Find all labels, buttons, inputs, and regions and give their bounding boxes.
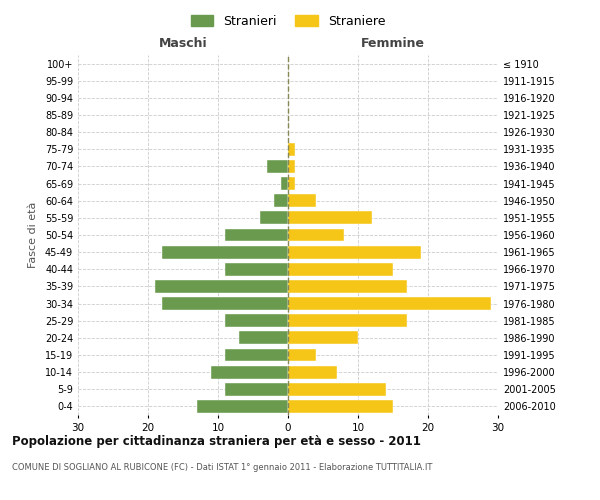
- Bar: [288, 400, 393, 413]
- Bar: [281, 177, 288, 190]
- Bar: [288, 332, 358, 344]
- Bar: [267, 160, 288, 173]
- Bar: [288, 366, 337, 378]
- Bar: [288, 177, 295, 190]
- Bar: [260, 212, 288, 224]
- Bar: [225, 314, 288, 327]
- Y-axis label: Fasce di età: Fasce di età: [28, 202, 38, 268]
- Bar: [239, 332, 288, 344]
- Bar: [288, 263, 393, 276]
- Bar: [288, 297, 491, 310]
- Bar: [288, 348, 316, 362]
- Bar: [197, 400, 288, 413]
- Bar: [225, 263, 288, 276]
- Bar: [288, 314, 407, 327]
- Bar: [288, 280, 407, 293]
- Bar: [155, 280, 288, 293]
- Bar: [288, 383, 386, 396]
- Bar: [162, 297, 288, 310]
- Bar: [288, 228, 344, 241]
- Bar: [288, 212, 372, 224]
- Bar: [274, 194, 288, 207]
- Legend: Stranieri, Straniere: Stranieri, Straniere: [187, 11, 389, 32]
- Text: Popolazione per cittadinanza straniera per età e sesso - 2011: Popolazione per cittadinanza straniera p…: [12, 435, 421, 448]
- Bar: [211, 366, 288, 378]
- Bar: [225, 348, 288, 362]
- Bar: [288, 194, 316, 207]
- Bar: [225, 383, 288, 396]
- Text: Maschi: Maschi: [158, 37, 208, 50]
- Bar: [225, 228, 288, 241]
- Bar: [288, 160, 295, 173]
- Bar: [288, 246, 421, 258]
- Bar: [162, 246, 288, 258]
- Bar: [288, 143, 295, 156]
- Text: COMUNE DI SOGLIANO AL RUBICONE (FC) - Dati ISTAT 1° gennaio 2011 - Elaborazione : COMUNE DI SOGLIANO AL RUBICONE (FC) - Da…: [12, 463, 433, 472]
- Text: Femmine: Femmine: [361, 37, 425, 50]
